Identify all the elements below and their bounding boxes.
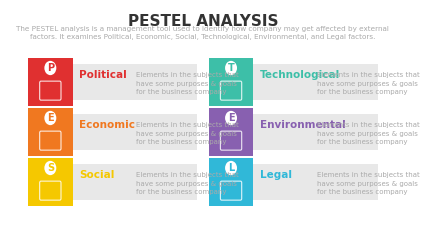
- Text: Elements in the subjects that
have some purposes & goals
for the business compan: Elements in the subjects that have some …: [317, 72, 420, 96]
- Circle shape: [43, 110, 57, 126]
- Text: Environmental: Environmental: [260, 120, 346, 130]
- FancyBboxPatch shape: [28, 158, 72, 206]
- FancyBboxPatch shape: [72, 164, 197, 200]
- Circle shape: [224, 160, 238, 176]
- Text: Technological: Technological: [260, 70, 340, 80]
- Text: P: P: [47, 63, 54, 73]
- Text: L: L: [228, 163, 234, 173]
- Text: Elements in the subjects that
have some purposes & goals
for the business compan: Elements in the subjects that have some …: [136, 122, 239, 145]
- Text: Elements in the subjects that
have some purposes & goals
for the business compan: Elements in the subjects that have some …: [317, 172, 420, 195]
- FancyBboxPatch shape: [28, 108, 72, 156]
- Text: Elements in the subjects that
have some purposes & goals
for the business compan: Elements in the subjects that have some …: [317, 122, 420, 145]
- Text: E: E: [228, 113, 234, 123]
- Text: S: S: [47, 163, 54, 173]
- Circle shape: [224, 60, 238, 76]
- FancyBboxPatch shape: [209, 108, 253, 156]
- FancyBboxPatch shape: [209, 58, 253, 106]
- Text: PESTEL ANALYSIS: PESTEL ANALYSIS: [128, 14, 278, 29]
- FancyBboxPatch shape: [253, 64, 378, 100]
- Circle shape: [224, 110, 238, 126]
- Text: The PESTEL analysis is a management tool used to identify how company may get af: The PESTEL analysis is a management tool…: [17, 26, 389, 41]
- FancyBboxPatch shape: [253, 164, 378, 200]
- Circle shape: [43, 160, 57, 176]
- FancyBboxPatch shape: [253, 114, 378, 150]
- Text: E: E: [47, 113, 54, 123]
- Text: T: T: [227, 63, 234, 73]
- FancyBboxPatch shape: [209, 158, 253, 206]
- FancyBboxPatch shape: [28, 58, 72, 106]
- FancyBboxPatch shape: [72, 114, 197, 150]
- Text: Elements in the subjects that
have some purposes & goals
for the business compan: Elements in the subjects that have some …: [136, 172, 239, 195]
- Text: Elements in the subjects that
have some purposes & goals
for the business compan: Elements in the subjects that have some …: [136, 72, 239, 96]
- Circle shape: [43, 60, 57, 76]
- Text: Economic: Economic: [79, 120, 135, 130]
- Text: Political: Political: [79, 70, 127, 80]
- Text: Legal: Legal: [260, 170, 292, 180]
- FancyBboxPatch shape: [72, 64, 197, 100]
- Text: Social: Social: [79, 170, 115, 180]
